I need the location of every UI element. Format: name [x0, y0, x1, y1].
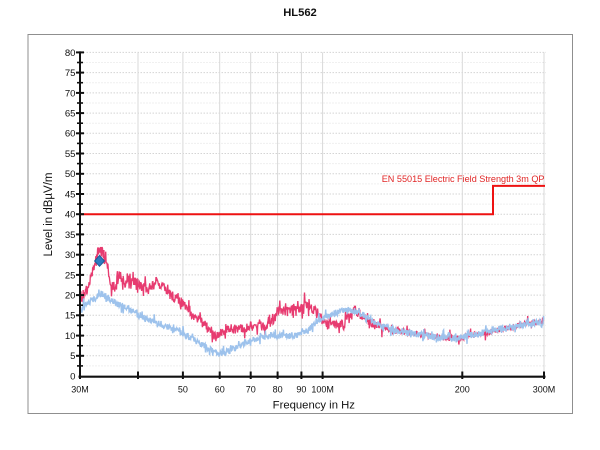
- svg-text:70: 70: [246, 384, 256, 394]
- svg-text:30: 30: [65, 250, 76, 261]
- svg-text:30M: 30M: [71, 384, 89, 394]
- svg-text:10: 10: [65, 331, 76, 342]
- svg-text:0: 0: [70, 371, 75, 382]
- svg-text:40: 40: [65, 210, 76, 221]
- svg-text:100M: 100M: [311, 384, 334, 394]
- svg-text:90: 90: [296, 384, 306, 394]
- svg-text:75: 75: [65, 68, 76, 79]
- svg-text:15: 15: [65, 311, 76, 322]
- svg-text:Level in dBµV/m: Level in dBµV/m: [43, 173, 55, 257]
- svg-text:Frequency in Hz: Frequency in Hz: [273, 400, 356, 412]
- svg-text:50: 50: [65, 169, 76, 180]
- svg-text:25: 25: [65, 270, 76, 281]
- svg-text:HL562: HL562: [283, 7, 317, 19]
- svg-text:65: 65: [65, 109, 76, 120]
- svg-text:60: 60: [215, 384, 225, 394]
- svg-text:50: 50: [178, 384, 188, 394]
- svg-text:80: 80: [273, 384, 283, 394]
- svg-text:35: 35: [65, 230, 76, 241]
- svg-text:60: 60: [65, 129, 76, 140]
- svg-text:80: 80: [65, 48, 76, 59]
- svg-text:5: 5: [70, 351, 75, 362]
- svg-text:EN 55015 Electric Field Streng: EN 55015 Electric Field Strength 3m QP: [382, 174, 545, 184]
- svg-text:70: 70: [65, 88, 76, 99]
- svg-text:20: 20: [65, 291, 76, 302]
- svg-text:200: 200: [455, 384, 470, 394]
- svg-text:45: 45: [65, 189, 76, 200]
- svg-text:300M: 300M: [533, 384, 556, 394]
- svg-text:55: 55: [65, 149, 76, 160]
